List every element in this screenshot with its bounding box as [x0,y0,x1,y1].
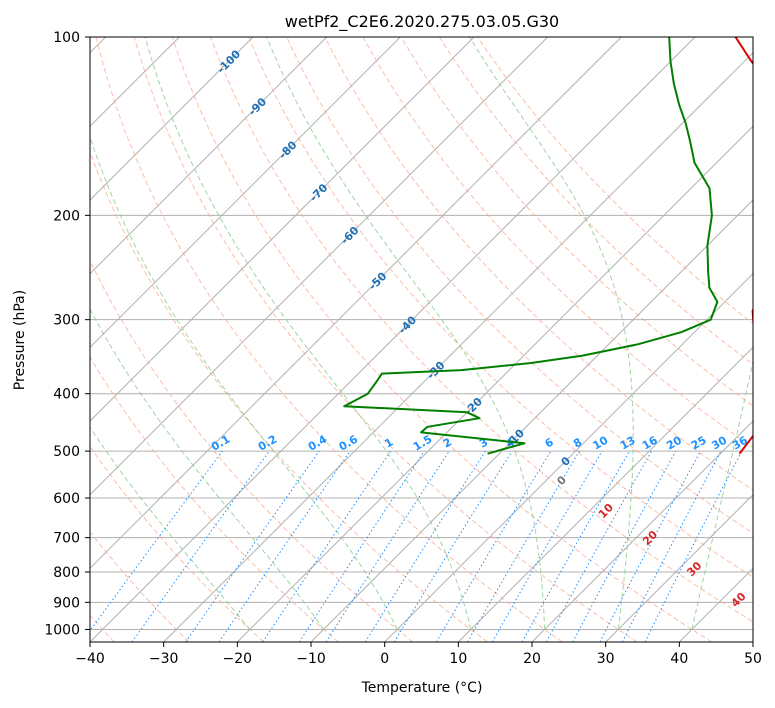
moist-adiabat-line [90,135,398,630]
dry-adiabat-line [400,37,753,407]
isotherm-line [384,272,753,642]
dry-adiabat-line [90,356,339,642]
y-tick-label: 600 [53,491,80,507]
dry-adiabat-line [90,259,414,642]
axes: −40 −30 −20 −10 0 10 20 30 40 50 100 200 300 400 500 60… [44,30,762,667]
x-axis-label: Temperature (°C) [361,680,483,696]
dry-adiabat-line [133,37,638,642]
x-tick-label: 20 [523,651,541,667]
mixing-ratio-line [364,450,486,642]
dry-adiabat-line [477,37,753,325]
x-tick-label: 30 [597,651,615,667]
dry-adiabat-line [90,531,190,642]
y-tick-label: 800 [53,565,80,581]
x-tick-label: 50 [744,651,762,667]
isotherm-line [457,346,753,642]
mixing-ratio-line [325,450,450,642]
dry-adiabat-line [90,150,488,642]
dry-adiabat-line [95,37,563,642]
moist-adiabat-line [691,358,753,630]
y-tick-label: 500 [53,444,80,460]
dry-adiabat-line [438,37,753,365]
y-tick-label: 1000 [44,622,80,638]
isotherm-line [90,37,254,201]
dry-adiabats [90,37,753,642]
moist-adiabat-line [144,37,472,630]
isotherm-line [90,37,549,496]
x-tick-label: −40 [75,651,105,667]
y-tick-label: 400 [53,387,80,403]
x-tick-label: 0 [380,651,389,667]
y-tick-label: 700 [53,531,80,547]
isotherm-line [90,37,622,570]
isotherm-line [90,37,328,275]
x-tick-label: −10 [296,651,326,667]
plot-area: 0.1 0.2 0.4 0.6 1 1.5 2 3 4 6 8 10 13 16 20 25 30 36-100-… [90,37,753,642]
moist-adiabats [90,37,753,630]
y-tick-label: 200 [53,208,80,224]
mixing-ratio-line [218,450,351,642]
isotherm-line [90,37,401,349]
mixing-ratio-line [491,450,603,642]
isotherm-line [531,420,753,642]
mixing-ratio-line [572,450,677,642]
y-axis-label: Pressure (hPa) [12,290,28,390]
dry-adiabat-line [362,37,753,449]
y-tick-label: 300 [53,313,80,329]
isotherm-line [163,51,753,642]
mixing-ratio-lines [90,450,743,642]
dry-adiabat-line [248,37,753,578]
mixing-ratio-line [90,450,223,632]
mixing-ratio-line [467,450,580,642]
chart-title: wetPf2_C2E6.2020.275.03.05.G30 [285,12,559,32]
moist-adiabat-line [469,37,634,630]
x-tick-label: 40 [670,651,688,667]
x-tick-label: −30 [149,651,179,667]
y-tick-label: 100 [53,30,80,46]
dewpoint-line [343,37,719,455]
mixing-ratio-line [393,450,513,642]
mixing-ratio-line [185,450,320,642]
mixing-ratio-line [545,450,653,642]
isotherm-line [236,125,753,642]
x-tick-label: −20 [223,651,253,667]
dry-adiabat-line [171,37,712,642]
dry-adiabat-line [286,37,753,534]
y-tick-label: 900 [53,595,80,611]
x-tick-label: 10 [449,651,467,667]
isotherm-line [90,37,696,642]
grid-layer [90,37,753,642]
isotherm-line [90,37,475,422]
moist-adiabat-line [90,308,324,630]
plot-frame [89,36,754,643]
mixing-ratio-line [131,450,270,642]
moist-adiabat-line [266,37,546,630]
dry-adiabat-line [324,37,753,491]
mixing-ratio-line [435,450,552,642]
mixing-ratio-line [521,450,630,642]
dry-adiabat-line [210,37,753,623]
isotherm-line [605,493,753,642]
profile-series [343,37,753,455]
